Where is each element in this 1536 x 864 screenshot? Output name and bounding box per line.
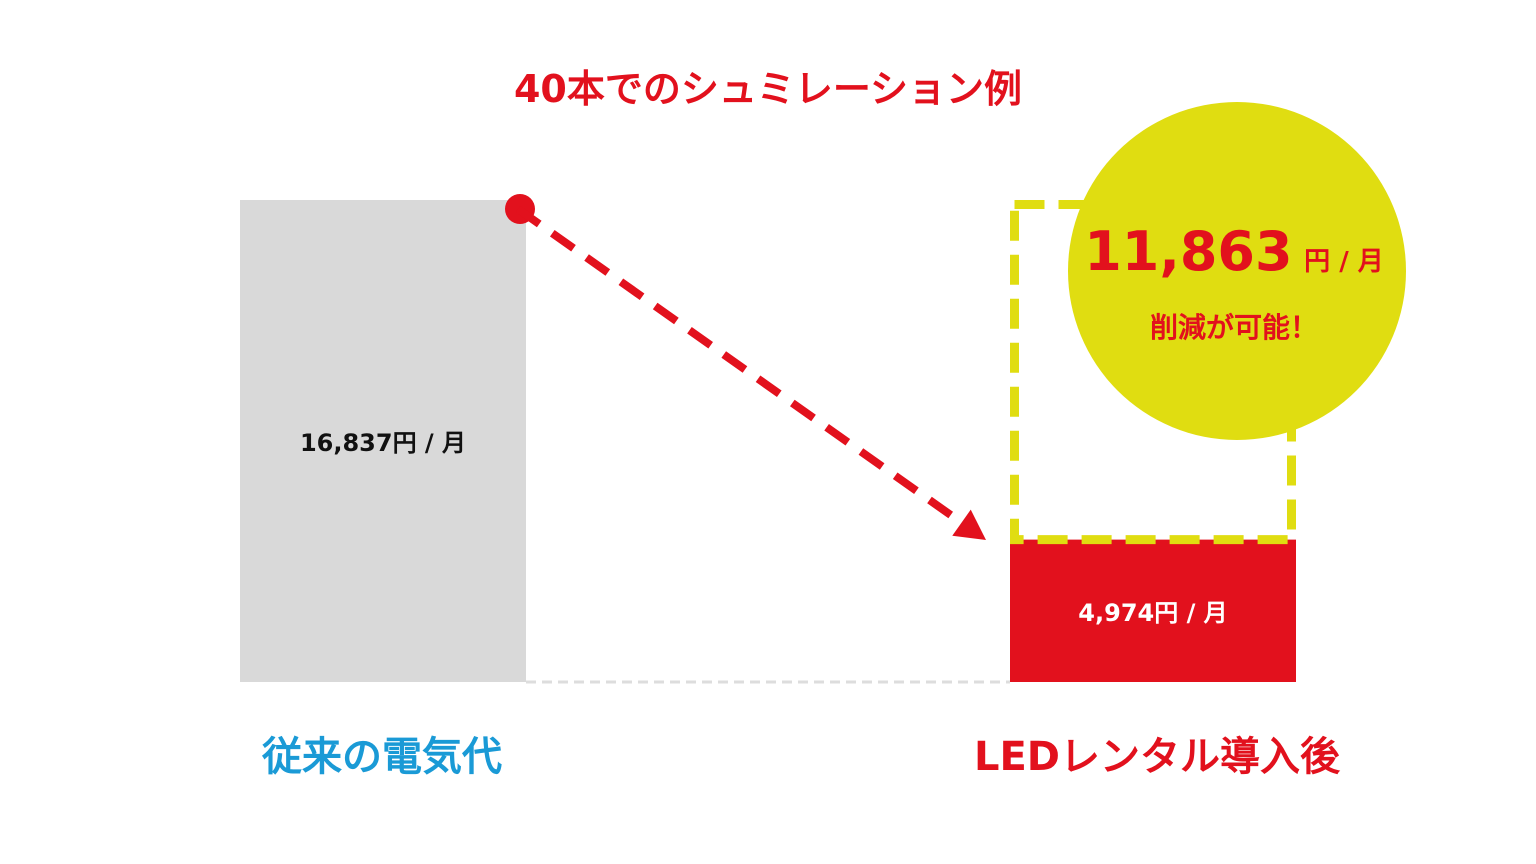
chart-title: 40本でのシュミレーション例 [514, 67, 1022, 111]
decrease-arrow [505, 194, 986, 540]
savings-unit: 円 / 月 [1304, 247, 1384, 277]
savings-caption: 削減が可能！ [1150, 311, 1318, 344]
savings-amount-line: 11,863 円 / 月 [1084, 220, 1384, 283]
category-label-after: LEDレンタル導入後 [974, 734, 1341, 780]
savings-amount: 11,863 [1084, 220, 1292, 283]
bars-group [240, 200, 1296, 682]
category-label-before: 従来の電気代 [261, 734, 502, 780]
bar-after [1010, 539, 1296, 682]
arrow-head [952, 509, 986, 540]
savings-circle [1068, 102, 1406, 440]
arrow-line [515, 205, 964, 526]
value-label-after: 4,974円 / 月 [1078, 599, 1227, 627]
value-label-before: 16,837円 / 月 [300, 429, 466, 457]
bar-before [240, 200, 526, 682]
